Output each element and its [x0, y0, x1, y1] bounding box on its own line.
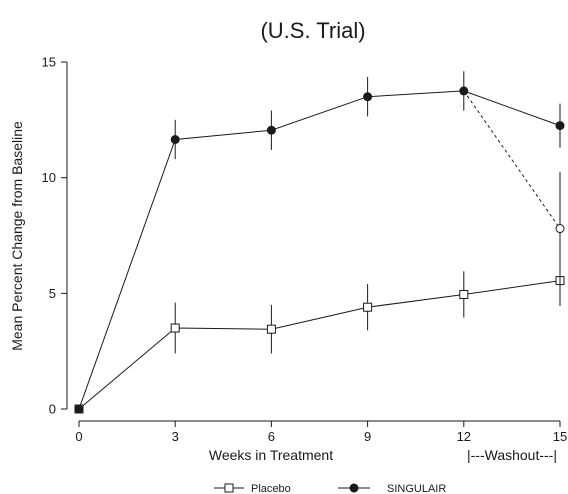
- point-singulair-6: [266, 125, 276, 135]
- plot-area: [74, 71, 565, 414]
- legend-placebo-label: Placebo: [251, 483, 291, 494]
- x-tick-label-12: 12: [457, 429, 471, 444]
- legend-placebo-marker: [224, 483, 234, 493]
- y-axis-title: Mean Percent Change from Baseline: [9, 121, 25, 351]
- y-ticks: 0 5 10 15: [42, 55, 67, 417]
- washout-point: [555, 224, 565, 234]
- x-tick-label-15: 15: [553, 429, 567, 444]
- x-tick-label-6: 6: [268, 429, 275, 444]
- chart-title: (U.S. Trial): [260, 18, 365, 43]
- x-axis-title: Weeks in Treatment: [209, 447, 333, 463]
- x-tick-label-9: 9: [364, 429, 371, 444]
- x-tick-label-0: 0: [75, 429, 82, 444]
- legend-item-placebo: Placebo: [214, 483, 291, 494]
- point-placebo-12: [459, 289, 469, 299]
- point-singulair-15: [555, 121, 565, 131]
- y-tick-label-15: 15: [42, 55, 56, 70]
- point-placebo-9: [363, 302, 373, 312]
- legend: Placebo SINGULAIR: [214, 483, 446, 494]
- legend-singulair-label: SINGULAIR: [387, 483, 446, 494]
- washout-dashed-line: [463, 90, 561, 229]
- axes: [66, 62, 560, 422]
- point-placebo-6: [266, 324, 276, 334]
- series-line-singulair: [78, 90, 561, 410]
- point-singulair-3: [170, 134, 180, 144]
- series-line-placebo: [78, 280, 561, 410]
- point-placebo-3: [170, 323, 180, 333]
- legend-item-singulair: SINGULAIR: [338, 483, 446, 494]
- washout-annotation: |---Washout---|: [467, 447, 557, 463]
- point-singulair-9: [363, 92, 373, 102]
- y-tick-label-0: 0: [49, 402, 56, 417]
- y-tick-label-10: 10: [42, 170, 56, 185]
- x-tick-label-3: 3: [172, 429, 179, 444]
- x-ticks: 0 3 6 9 12 15: [75, 421, 567, 444]
- y-tick-label-5: 5: [49, 286, 56, 301]
- point-singulair-0: [74, 404, 84, 414]
- legend-singulair-marker: [349, 483, 359, 493]
